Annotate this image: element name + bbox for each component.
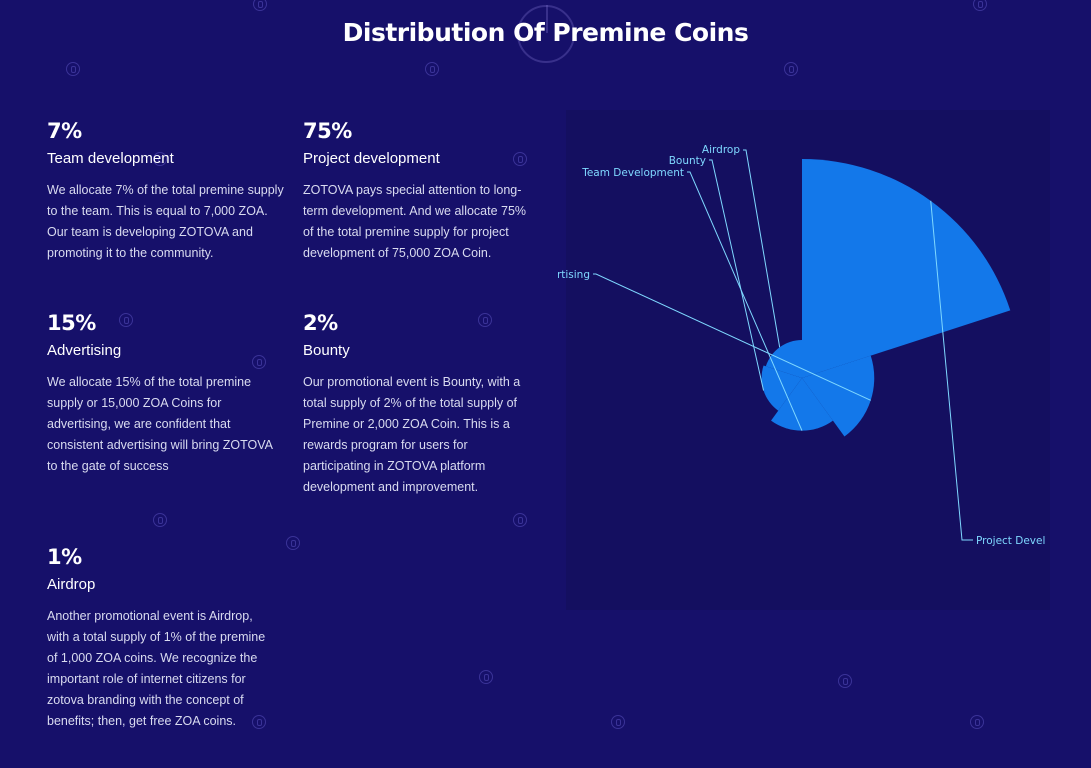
slice-label: rtising xyxy=(557,269,590,281)
card-name: Bounty xyxy=(303,342,350,359)
coin-icon xyxy=(153,152,167,166)
card-percent: 7% xyxy=(47,119,82,143)
card-description: We allocate 15% of the total premine sup… xyxy=(47,375,273,473)
card-bounty: 2% Bounty Our promotional event is Bount… xyxy=(303,310,528,498)
label-leader-line xyxy=(743,149,781,348)
slice-label: Project Devel xyxy=(976,535,1045,547)
rose-slice-project-development[interactable] xyxy=(802,159,1011,378)
rose-slice-bounty[interactable] xyxy=(761,365,802,411)
card-percent: 15% xyxy=(47,311,96,335)
coin-icon xyxy=(973,0,987,11)
coin-icon xyxy=(611,715,625,729)
coin-icon xyxy=(425,62,439,76)
coin-icon xyxy=(286,536,300,550)
card-percent: 1% xyxy=(47,545,82,569)
premine-distribution-rose-chart: Project Devel rtising Team DevelopmentBoun… xyxy=(557,110,1050,610)
coin-icon xyxy=(478,313,492,327)
label-leader-line xyxy=(709,159,765,391)
card-advertising: 15% Advertising We allocate 15% of the t… xyxy=(47,310,282,477)
coin-icon xyxy=(479,670,493,684)
card-percent: 2% xyxy=(303,311,338,335)
card-description: Another promotional event is Airdrop, wi… xyxy=(47,609,266,728)
card-name: Airdrop xyxy=(47,576,96,593)
label-leader-line xyxy=(930,200,973,541)
coin-icon xyxy=(838,674,852,688)
card-name: Project development xyxy=(303,150,440,167)
slice-label: Team Development xyxy=(581,167,684,179)
coin-icon xyxy=(153,513,167,527)
coin-icon xyxy=(66,62,80,76)
coin-icon xyxy=(513,513,527,527)
coin-icon xyxy=(252,715,266,729)
slice-label: Airdrop xyxy=(702,144,740,156)
coin-icon xyxy=(513,152,527,166)
card-description: ZOTOVA pays special attention to long-te… xyxy=(303,183,527,260)
title-chart-icon xyxy=(517,5,575,63)
card-team-development: 7% Team development We allocate 7% of th… xyxy=(47,118,287,264)
coin-icon xyxy=(784,62,798,76)
card-description: We allocate 7% of the total premine supp… xyxy=(47,183,284,260)
rose-slice-team-development[interactable] xyxy=(771,378,833,431)
slice-label: Bounty xyxy=(669,155,706,167)
label-leader-line xyxy=(593,273,871,401)
card-name: Advertising xyxy=(47,342,122,359)
card-project-development: 75% Project development ZOTOVA pays spec… xyxy=(303,118,535,264)
card-airdrop: 1% Airdrop Another promotional event is … xyxy=(47,544,272,732)
coin-icon xyxy=(253,0,267,11)
label-leader-line xyxy=(687,171,803,431)
page-title: Distribution Of Premine Coins xyxy=(342,18,749,47)
rose-slice-advertising[interactable] xyxy=(802,355,875,437)
card-name: Team development xyxy=(47,150,174,167)
card-description: Our promotional event is Bounty, with a … xyxy=(303,375,521,494)
card-percent: 75% xyxy=(303,119,352,143)
coin-icon xyxy=(252,355,266,369)
coin-icon xyxy=(119,313,133,327)
coin-icon xyxy=(970,715,984,729)
